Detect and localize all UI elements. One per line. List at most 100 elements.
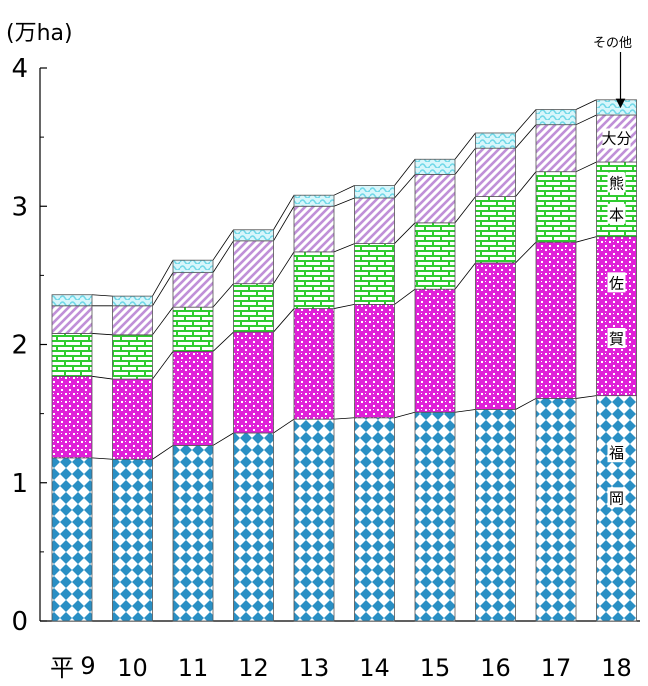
fukuoka-segment: [51, 457, 93, 622]
connector-line: [152, 306, 174, 336]
connector-line: [333, 304, 355, 309]
connector-line: [394, 158, 416, 186]
connector-line: [515, 171, 537, 197]
connector-line: [454, 262, 476, 290]
label-fukuoka-1: 福: [609, 444, 624, 462]
bar-stack: [535, 109, 577, 622]
saga-segment: [293, 308, 335, 420]
other-segment: [354, 185, 395, 199]
x-era-prefix: 平: [50, 654, 74, 682]
connector-line: [394, 222, 416, 244]
label-saga-1: 佐: [609, 274, 624, 292]
connector-line: [454, 409, 476, 413]
y-tick-labels: 0 1 2 3 4: [11, 54, 28, 637]
connector-line: [152, 351, 174, 380]
connector-line: [515, 398, 537, 410]
saga-segment: [535, 241, 577, 399]
bar-stack: [475, 132, 516, 622]
saga-segment: [354, 304, 395, 419]
fukuoka-segment: [596, 395, 637, 622]
label-oita: 大分: [601, 130, 631, 148]
oita-segment: [51, 305, 93, 334]
connector-line: [454, 196, 476, 224]
other-segment: [596, 99, 637, 116]
oita-segment: [172, 272, 214, 308]
fukuoka-segment: [293, 418, 335, 622]
connector-line: [273, 251, 295, 284]
label-oita-bg: [602, 128, 631, 149]
connector-line: [273, 206, 295, 242]
kumamoto-segment: [414, 222, 456, 290]
kumamoto-segment: [596, 161, 637, 238]
connector-line: [91, 294, 113, 297]
other-segment: [233, 229, 274, 242]
bar-stack: [112, 295, 153, 622]
bars: [51, 99, 637, 622]
x-tick-labels: 平 9 10 11 12 13 14 15 16 17 18: [50, 652, 632, 682]
connector-line: [454, 147, 476, 175]
other-segment: [172, 259, 214, 274]
x-tick-label: 14: [359, 654, 390, 682]
fukuoka-segment: [535, 398, 577, 622]
saga-segment: [51, 375, 93, 459]
label-kumamoto-2-bg: [607, 203, 626, 224]
other-segment: [535, 109, 577, 126]
fukuoka-segment: [233, 432, 274, 622]
connector-line: [394, 288, 416, 305]
saga-segment: [172, 351, 214, 446]
label-fukuoka-2-bg: [607, 487, 626, 508]
y-tick-label: 3: [11, 192, 28, 222]
saga-segment: [414, 288, 456, 413]
x-tick-label: 11: [178, 654, 209, 682]
connector-line: [91, 375, 113, 380]
connector-line: [333, 243, 355, 253]
x-tick-label: 10: [117, 654, 148, 682]
connector-line: [152, 445, 174, 460]
oita-segment: [414, 174, 456, 224]
kumamoto-segment: [112, 334, 153, 380]
label-other: その他: [593, 36, 632, 51]
connector-line: [515, 124, 537, 149]
label-fukuoka-1-bg: [607, 442, 626, 463]
oita-segment: [233, 240, 274, 285]
x-tick-label: 13: [299, 654, 330, 682]
kumamoto-segment: [51, 333, 93, 377]
connector-line: [394, 411, 416, 419]
segment-labels: 福岡 佐賀 熊本 大分 その他: [593, 36, 632, 508]
connector-line: [273, 194, 295, 230]
label-kumamoto-2: 本: [609, 206, 624, 224]
bar-stack: [172, 259, 214, 622]
label-saga-2: 賀: [609, 330, 624, 348]
label-saga-1-bg: [607, 272, 626, 293]
label-fukuoka-2: 岡: [609, 489, 624, 507]
label-saga-2-bg: [607, 328, 626, 349]
saga-segment: [475, 262, 516, 410]
connector-line: [333, 417, 355, 420]
other-segment: [112, 295, 153, 307]
y-tick-label: 2: [11, 331, 28, 361]
oita-segment: [535, 124, 577, 173]
connector-line: [575, 161, 597, 173]
connector-lines: [91, 99, 597, 460]
oita-segment: [475, 147, 516, 197]
connector-line: [575, 99, 597, 110]
connector-line: [212, 432, 234, 446]
fukuoka-segment: [172, 445, 214, 622]
connector-line: [575, 395, 597, 399]
connector-line: [454, 132, 476, 160]
kumamoto-segment: [354, 243, 395, 305]
connector-line: [152, 272, 174, 307]
connector-line: [333, 197, 355, 207]
y-tick-label: 1: [11, 469, 28, 499]
x-tick-label: 16: [480, 654, 511, 682]
other-segment: [475, 132, 516, 149]
fukuoka-segment: [414, 411, 456, 622]
bar-stack: [233, 229, 274, 622]
kumamoto-segment: [535, 171, 577, 243]
x-tick-label: 15: [420, 654, 451, 682]
other-segment: [51, 294, 93, 307]
bar-stack: [51, 294, 93, 622]
connector-line: [91, 333, 113, 336]
oita-segment: [112, 305, 153, 336]
